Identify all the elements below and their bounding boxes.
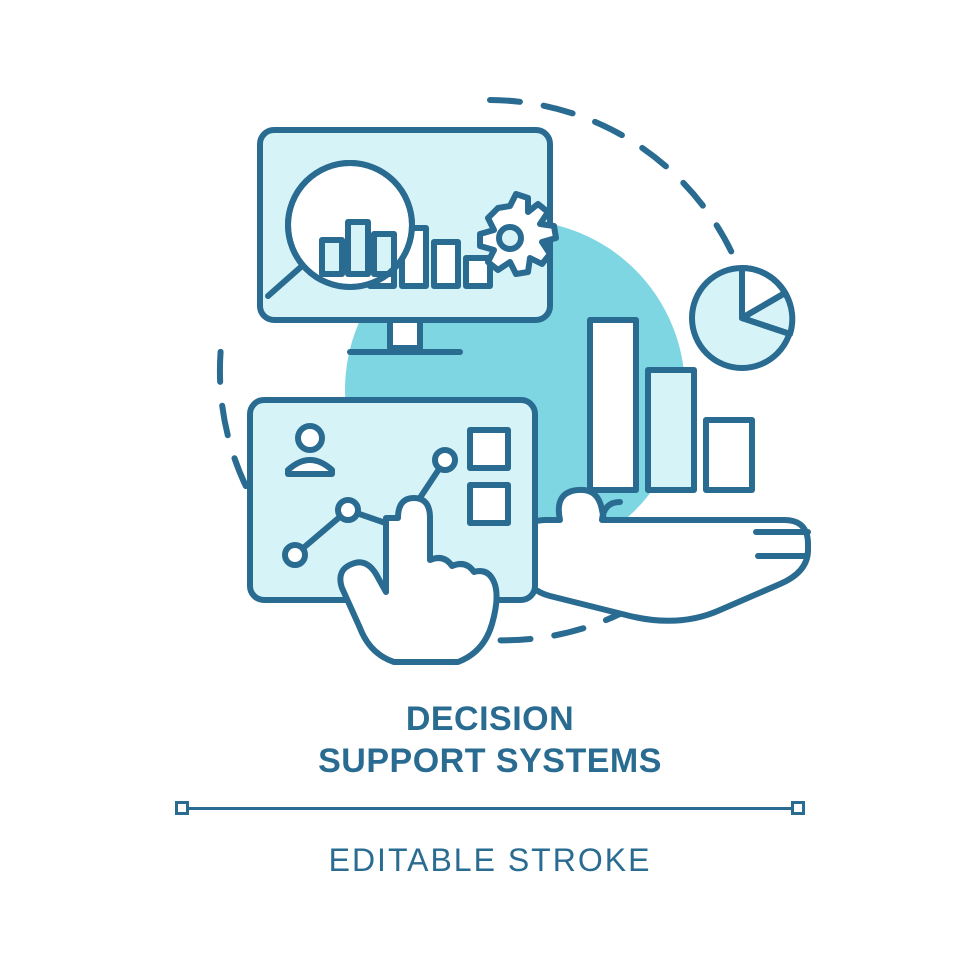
subtitle: EDITABLE STROKE	[0, 842, 980, 879]
divider-end-right	[791, 801, 805, 815]
monitor-icon	[260, 130, 556, 352]
divider	[175, 801, 805, 815]
divider-bar	[189, 807, 791, 810]
concept-illustration	[0, 0, 980, 670]
title-line-2: SUPPORT SYSTEMS	[0, 742, 980, 781]
pie-chart-icon	[692, 268, 792, 368]
divider-end-left	[175, 801, 189, 815]
title-line-1: DECISION	[0, 700, 980, 739]
infographic-canvas: DECISION SUPPORT SYSTEMS EDITABLE STROKE	[0, 0, 980, 980]
